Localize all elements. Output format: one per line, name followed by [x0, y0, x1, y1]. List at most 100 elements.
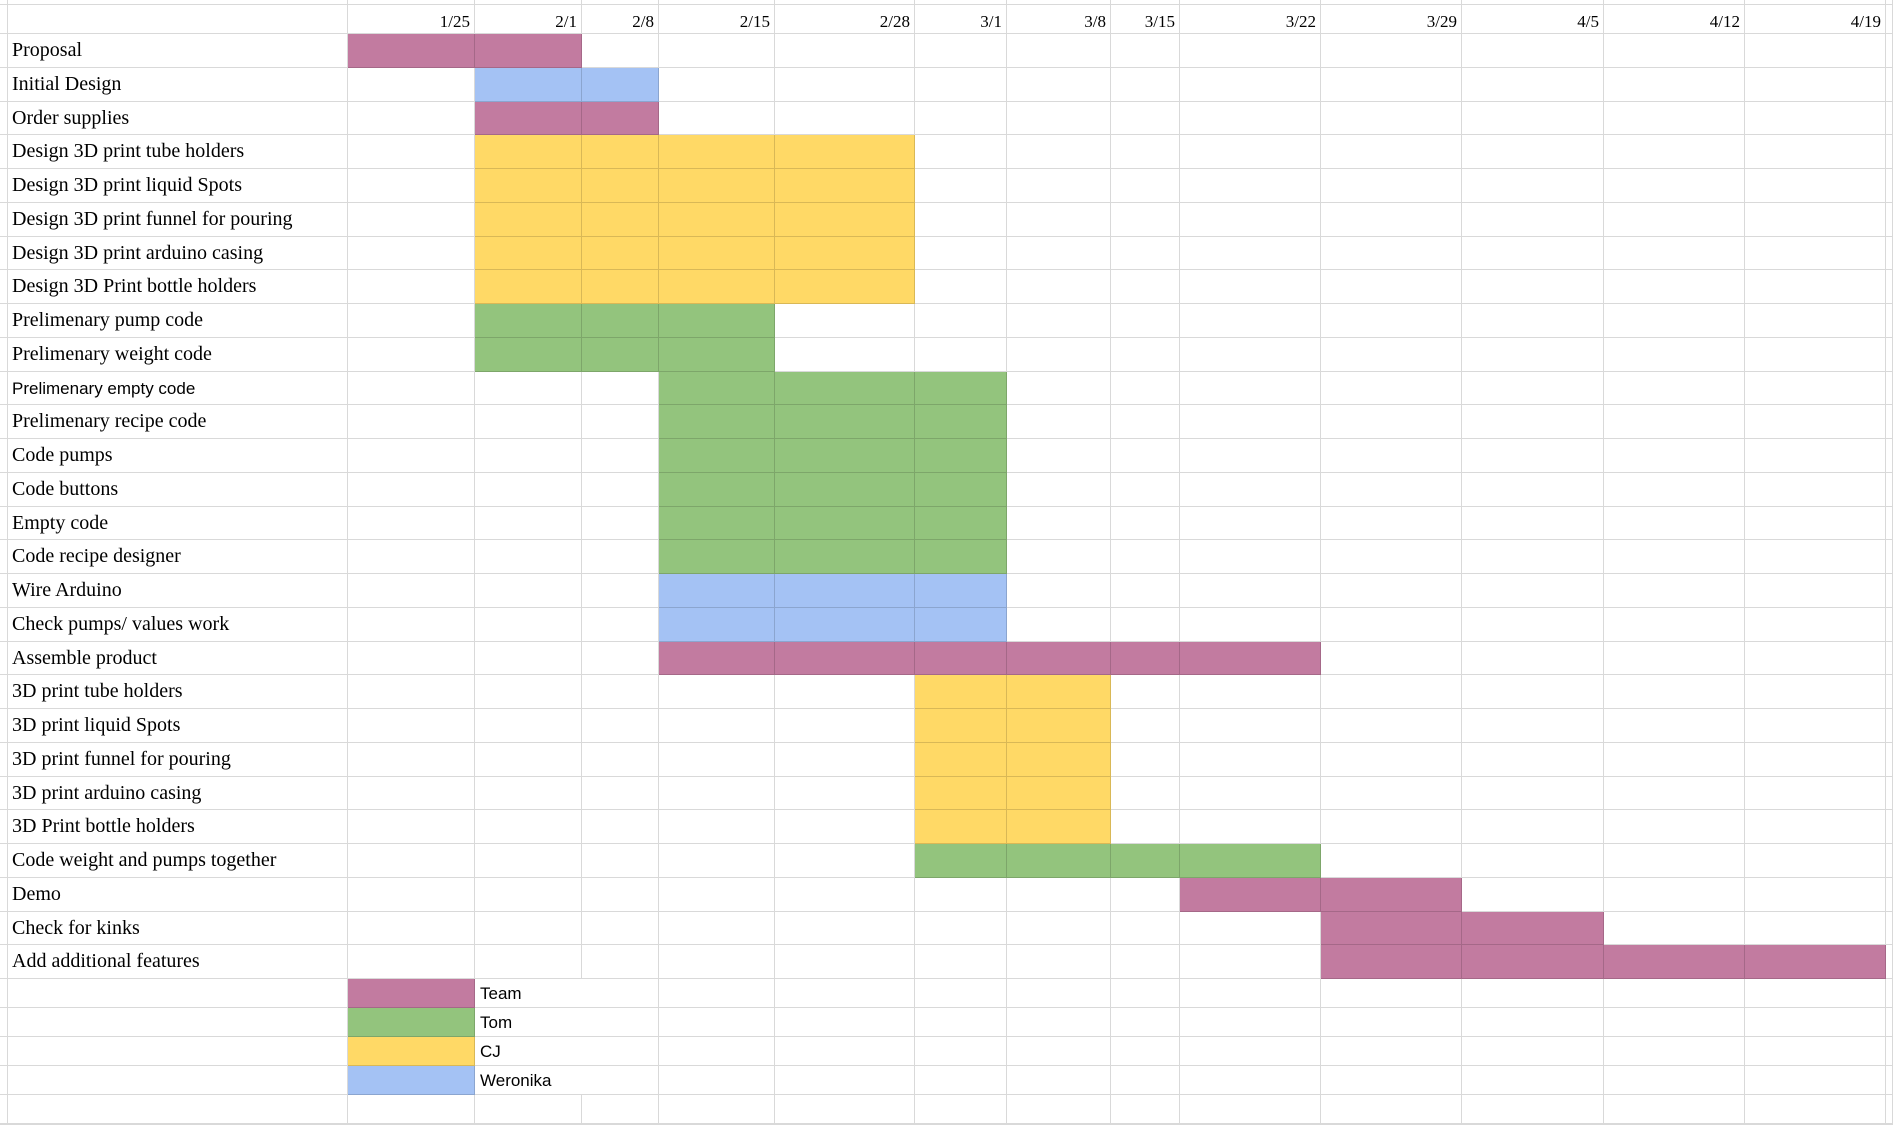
grid-cell[interactable] — [1180, 203, 1321, 237]
task-label[interactable]: Code weight and pumps together — [8, 844, 348, 878]
grid-cell[interactable] — [1462, 574, 1604, 608]
gantt-bar-cj[interactable] — [659, 203, 775, 237]
grid-cell[interactable] — [1745, 102, 1886, 135]
grid-cell[interactable] — [1180, 574, 1321, 608]
grid-cell[interactable] — [475, 405, 582, 439]
grid-cell[interactable] — [1321, 270, 1462, 304]
grid-cell[interactable] — [1111, 743, 1180, 777]
grid-cell[interactable] — [1180, 34, 1321, 68]
grid-cell[interactable] — [1111, 0, 1180, 5]
grid-cell[interactable] — [1111, 169, 1180, 203]
task-label[interactable]: Design 3D print liquid Spots — [8, 169, 348, 203]
grid-cell[interactable] — [0, 540, 8, 574]
gantt-bar-team[interactable] — [475, 34, 582, 68]
task-label[interactable]: Wire Arduino — [8, 574, 348, 608]
grid-cell[interactable] — [659, 1037, 775, 1066]
grid-cell[interactable] — [1462, 135, 1604, 169]
grid-cell[interactable] — [1462, 0, 1604, 5]
grid-cell[interactable] — [1886, 1095, 1893, 1124]
grid-cell[interactable] — [1180, 270, 1321, 304]
grid-cell[interactable] — [1745, 810, 1886, 844]
grid-cell[interactable] — [1886, 203, 1893, 237]
grid-cell[interactable] — [1180, 540, 1321, 574]
grid-cell[interactable] — [1180, 135, 1321, 169]
grid-cell[interactable] — [348, 945, 475, 979]
grid-cell[interactable] — [1111, 102, 1180, 135]
grid-cell[interactable] — [1462, 237, 1604, 270]
grid-cell[interactable] — [1180, 304, 1321, 338]
grid-cell[interactable] — [475, 608, 582, 642]
grid-cell[interactable] — [1745, 135, 1886, 169]
grid-cell[interactable] — [659, 1095, 775, 1124]
grid-cell[interactable] — [659, 34, 775, 68]
grid-cell[interactable] — [1745, 642, 1886, 675]
grid-cell[interactable] — [1321, 34, 1462, 68]
grid-cell[interactable] — [915, 270, 1007, 304]
gantt-bar-cj[interactable] — [775, 270, 915, 304]
task-label[interactable]: Design 3D print tube holders — [8, 135, 348, 169]
grid-cell[interactable] — [915, 979, 1007, 1008]
grid-cell[interactable] — [582, 743, 659, 777]
date-header[interactable]: 4/12 — [1604, 5, 1745, 34]
grid-cell[interactable] — [1745, 304, 1886, 338]
grid-cell[interactable] — [1180, 372, 1321, 405]
task-label[interactable]: Design 3D print arduino casing — [8, 237, 348, 270]
gantt-bar-tom[interactable] — [659, 405, 775, 439]
grid-cell[interactable] — [775, 878, 915, 912]
grid-cell[interactable] — [1462, 102, 1604, 135]
gantt-bar-cj[interactable] — [775, 135, 915, 169]
grid-cell[interactable] — [1604, 68, 1745, 102]
date-header[interactable]: 3/8 — [1007, 5, 1111, 34]
grid-cell[interactable] — [8, 1066, 348, 1095]
grid-cell[interactable] — [915, 945, 1007, 979]
grid-cell[interactable] — [0, 102, 8, 135]
grid-cell[interactable] — [1745, 675, 1886, 709]
task-label[interactable]: Check for kinks — [8, 912, 348, 945]
grid-cell[interactable] — [582, 34, 659, 68]
grid-cell[interactable] — [1111, 270, 1180, 304]
grid-cell[interactable] — [348, 574, 475, 608]
grid-cell[interactable] — [1886, 1066, 1893, 1095]
grid-cell[interactable] — [1886, 574, 1893, 608]
grid-cell[interactable] — [775, 912, 915, 945]
grid-cell[interactable] — [1462, 473, 1604, 507]
grid-cell[interactable] — [1886, 372, 1893, 405]
grid-cell[interactable] — [775, 102, 915, 135]
gantt-bar-tom[interactable] — [659, 540, 775, 574]
grid-cell[interactable] — [1886, 338, 1893, 372]
gantt-bar-tom[interactable] — [659, 439, 775, 473]
gantt-bar-cj[interactable] — [659, 237, 775, 270]
grid-cell[interactable] — [1745, 878, 1886, 912]
grid-cell[interactable] — [1604, 1037, 1745, 1066]
grid-cell[interactable] — [1007, 203, 1111, 237]
gantt-bar-tom[interactable] — [775, 473, 915, 507]
gantt-bar-cj[interactable] — [775, 237, 915, 270]
grid-cell[interactable] — [348, 237, 475, 270]
gantt-bar-team[interactable] — [1111, 642, 1180, 675]
grid-cell[interactable] — [1321, 338, 1462, 372]
grid-cell[interactable] — [1604, 34, 1745, 68]
grid-cell[interactable] — [659, 0, 775, 5]
grid-cell[interactable] — [1462, 270, 1604, 304]
grid-cell[interactable] — [1007, 169, 1111, 203]
grid-cell[interactable] — [915, 169, 1007, 203]
grid-cell[interactable] — [582, 507, 659, 540]
grid-cell[interactable] — [0, 642, 8, 675]
date-header[interactable]: 2/1 — [475, 5, 582, 34]
gantt-bar-cj[interactable] — [775, 203, 915, 237]
grid-cell[interactable] — [1321, 203, 1462, 237]
grid-cell[interactable] — [348, 1095, 475, 1124]
gantt-bar-cj[interactable] — [582, 169, 659, 203]
grid-cell[interactable] — [1180, 237, 1321, 270]
grid-cell[interactable] — [475, 372, 582, 405]
grid-cell[interactable] — [1321, 169, 1462, 203]
grid-cell[interactable] — [475, 675, 582, 709]
grid-cell[interactable] — [475, 1095, 582, 1124]
gantt-bar-cj[interactable] — [582, 237, 659, 270]
grid-cell[interactable] — [1745, 1008, 1886, 1037]
grid-cell[interactable] — [1886, 1008, 1893, 1037]
grid-cell[interactable] — [582, 642, 659, 675]
grid-cell[interactable] — [1745, 1095, 1886, 1124]
grid-cell[interactable] — [582, 912, 659, 945]
grid-cell[interactable] — [1745, 237, 1886, 270]
